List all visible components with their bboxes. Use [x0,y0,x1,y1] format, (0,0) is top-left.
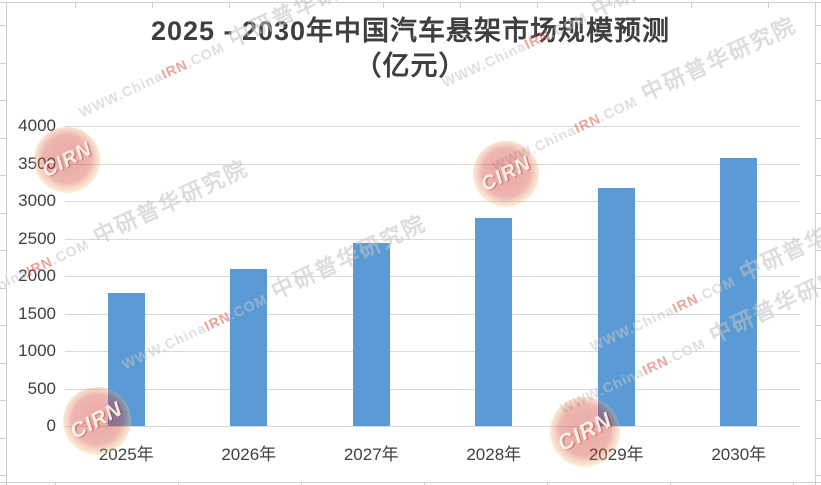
x-tick-label: 2028年 [466,445,522,464]
sheet-gridline-stub [460,2,461,8]
x-tick-label: 2029年 [588,445,644,464]
y-tick-label: 4000 [18,116,56,135]
sheet-gridline-stub [229,2,230,8]
y-tick-label: 3500 [18,153,56,173]
sheet-gridline-stub [383,2,384,8]
gridline [65,388,800,390]
sheet-border-right [815,2,816,485]
plot-area [65,126,800,427]
bar-slot [433,126,556,426]
sheet-border-left [6,2,7,485]
bar-2026年 [230,269,268,426]
sheet-gridline-stub [0,362,6,364]
sheet-gridline-stub [815,325,821,326]
gridline [65,238,800,240]
sheet-gridline-stub [815,212,821,214]
x-tick-label: 2027年 [343,445,399,464]
bar-slot [310,126,433,426]
bar-slot [555,126,678,426]
sheet-gridline-stub [0,25,6,26]
sheet-gridline-stub [815,100,821,101]
sheet-gridline-stub [0,287,6,289]
y-tick-label: 1000 [18,341,56,360]
gridline [65,201,800,202]
sheet-gridline-stub [178,482,179,485]
y-tick-label: 2500 [18,228,56,248]
sheet-border-bottom [0,482,821,483]
sheet-gridline-stub [0,250,6,251]
sheet-gridline-stub [537,2,538,8]
bar-2030年 [720,157,758,426]
sheet-gridline-stub [0,400,6,401]
bar-series [65,126,800,426]
sheet-gridline-stub [0,325,6,326]
sheet-gridline-stub [301,482,302,485]
bar-slot [65,126,188,426]
bar-2025年 [107,292,145,426]
chart-title-line1: 2025 - 2030年中国汽车悬架市场规模预测 [150,16,671,46]
chart-title-line2: （亿元） [354,51,467,81]
gridline [65,126,800,127]
sheet-gridline-stub [0,137,6,139]
y-tick-label: 1500 [18,303,56,323]
bar-2027年 [352,243,390,426]
sheet-gridline-stub [768,2,769,8]
sheet-gridline-stub [793,482,794,485]
gridline [65,163,800,165]
sheet-gridline-stub [614,2,615,8]
sheet-gridline-stub [306,2,307,8]
sheet-gridline-stub [0,175,6,176]
sheet-gridline-stub [547,482,548,485]
sheet-gridline-stub [815,437,821,439]
sheet-gridline-stub [815,62,821,64]
sheet-gridline-stub [815,475,821,476]
gridline [65,426,800,427]
sheet-gridline-stub [815,400,821,401]
sheet-gridline-stub [670,482,671,485]
sheet-gridline-stub [815,175,821,176]
x-tick-label: 2030年 [711,445,767,464]
sheet-gridline-stub [152,2,153,8]
gridline [65,313,800,315]
bar-slot [188,126,311,426]
y-tick-label: 3000 [18,191,56,210]
sheet-gridline-stub [0,62,6,64]
sheet-border-top [0,2,821,3]
y-tick-label: 0 [46,416,56,435]
sheet-gridline-stub [815,250,821,251]
bar-2029年 [597,187,635,426]
gridline [65,276,800,277]
sheet-gridline-stub [55,482,56,485]
sheet-gridline-stub [815,25,821,26]
y-tick-label: 2000 [18,266,56,285]
x-tick-label: 2025年 [98,445,154,464]
sheet-gridline-stub [0,437,6,439]
y-tick-label: 500 [27,378,56,398]
sheet-gridline-stub [815,287,821,289]
x-axis-labels: 2025年 2026年 2027年 2028年 2029年 2030年 [65,440,800,465]
sheet-gridline-stub [0,475,6,476]
gridline [65,351,800,352]
x-tick-label: 2026年 [221,445,277,464]
sheet-gridline-stub [424,482,425,485]
sheet-gridline-stub [691,2,692,8]
sheet-gridline-stub [75,2,76,8]
sheet-gridline-stub [815,137,821,139]
sheet-gridline-stub [0,212,6,214]
bar-slot [678,126,801,426]
sheet-gridline-stub [815,362,821,364]
chart-title: 2025 - 2030年中国汽车悬架市场规模预测 （亿元） [0,14,821,84]
sheet-gridline-stub [0,100,6,101]
bar-2028年 [475,217,513,426]
